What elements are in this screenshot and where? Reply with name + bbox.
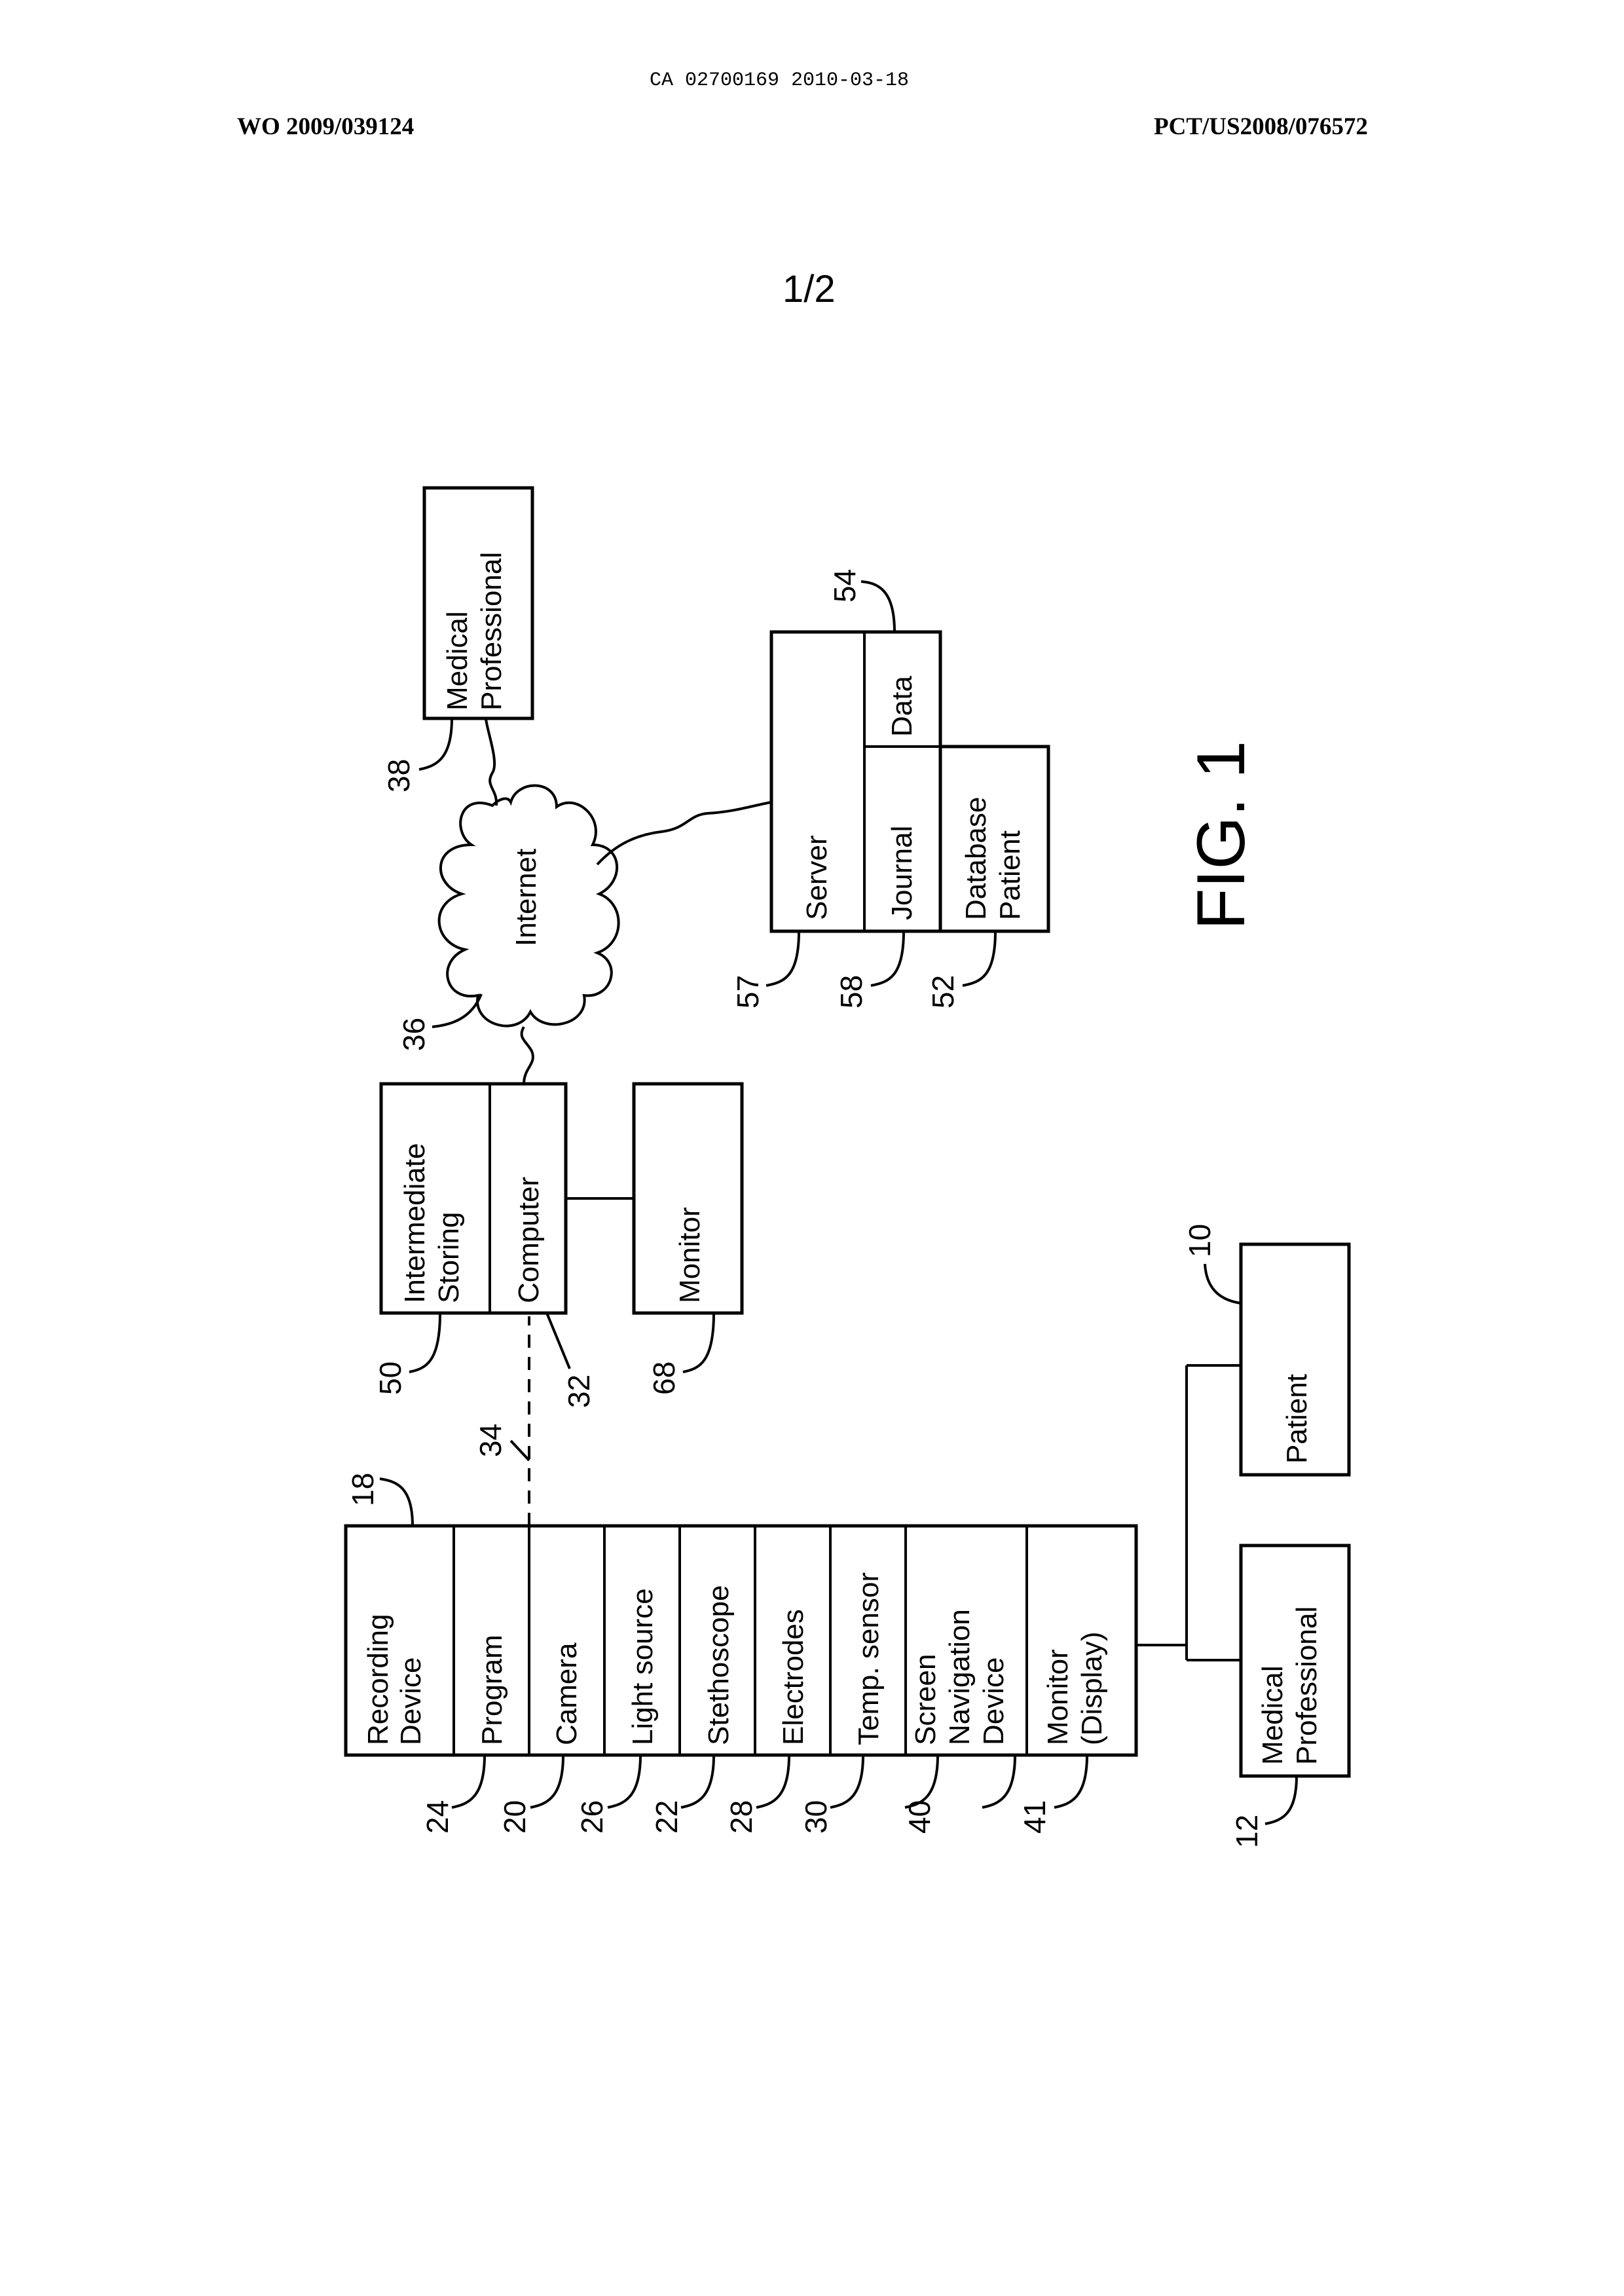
ref-38-leader (419, 718, 452, 769)
ref-54-leader (861, 582, 895, 632)
recording-device-block: Recording Device Program Camera Light so… (346, 1526, 1136, 1755)
internet-server-connector (597, 802, 771, 864)
monitor-display-label: Monitor (Display) (1042, 1631, 1108, 1745)
ref-18-leader (380, 1479, 413, 1526)
ref-34-leader (511, 1441, 529, 1460)
local-medical-professional-label: Medical Professional (1257, 1606, 1323, 1765)
ref-36: 36 (397, 1018, 431, 1051)
data-label: Data (886, 676, 918, 737)
ref-58-leader (871, 931, 904, 986)
ref-28: 28 (724, 1800, 758, 1834)
ref-32: 32 (562, 1375, 596, 1408)
program-label: Program (476, 1635, 508, 1745)
stethoscope-label: Stethoscope (703, 1585, 735, 1745)
ref-10: 10 (1183, 1224, 1217, 1257)
server-block: Server Journal Data Database Patient (771, 632, 1048, 931)
ref-50: 50 (373, 1361, 407, 1395)
ref-52-leader (963, 931, 995, 986)
ref-36-leader (432, 994, 481, 1027)
ref-57-leader (766, 931, 799, 986)
screen-navigation-device-label: Screen Navigation Device (910, 1601, 1010, 1745)
recording-device-label: Recording Device (362, 1606, 427, 1745)
ref-26: 26 (575, 1800, 609, 1834)
ref-54: 54 (828, 569, 862, 602)
ref-68-leader (683, 1313, 714, 1372)
internet-label: Internet (510, 849, 542, 946)
light-source-label: Light source (627, 1588, 659, 1745)
ref-38: 38 (382, 759, 416, 792)
computer-label: Computer (513, 1177, 545, 1303)
internet-professional-connector (486, 719, 496, 805)
ref-58: 58 (834, 975, 868, 1009)
ref-57: 57 (731, 975, 765, 1009)
figure-caption: FIG. 1 (1183, 741, 1259, 930)
electrodes-label: Electrodes (777, 1609, 809, 1745)
recording-device-reference-leaders (452, 1755, 1087, 1807)
temp-sensor-label: Temp. sensor (853, 1572, 885, 1745)
ref-40: 40 (902, 1800, 936, 1834)
computer-block: Intermediate Storing Computer (381, 1084, 566, 1313)
intermediate-storing-label: Intermediate Storing (399, 1135, 465, 1303)
local-connection-bus (1136, 1365, 1241, 1660)
ref-41: 41 (1018, 1800, 1052, 1834)
ref-18: 18 (346, 1473, 380, 1506)
ref-34: 34 (473, 1424, 507, 1457)
ref-24: 24 (420, 1800, 454, 1834)
ref-68: 68 (647, 1361, 681, 1395)
ref-20: 20 (498, 1800, 532, 1834)
camera-label: Camera (551, 1642, 583, 1745)
journal-label: Journal (886, 826, 918, 920)
computer-internet-connector (522, 1027, 533, 1084)
ref-32-leader (547, 1313, 570, 1369)
patient-label: Patient (1281, 1374, 1313, 1464)
remote-medical-professional-label: Medical Professional (441, 552, 507, 711)
internet-cloud: Internet (439, 786, 619, 1026)
ref-10-leader (1205, 1264, 1241, 1303)
ref-50-leader (409, 1313, 440, 1372)
ref-52: 52 (926, 975, 960, 1009)
monitor-label: Monitor (674, 1207, 706, 1303)
ref-22: 22 (650, 1800, 684, 1834)
database-patient-label: Database Patient (960, 788, 1026, 920)
ref-12: 12 (1230, 1815, 1264, 1848)
ref-12-leader (1265, 1776, 1297, 1824)
ref-30: 30 (799, 1800, 833, 1834)
server-label: Server (801, 835, 833, 920)
